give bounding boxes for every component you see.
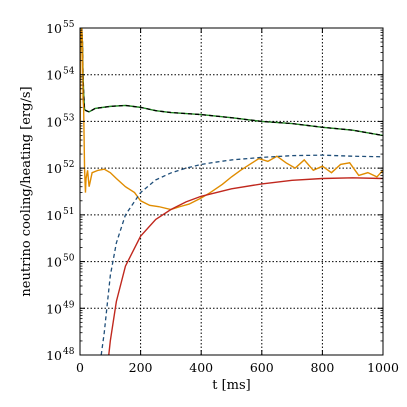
- x-axis-label: t [ms]: [212, 378, 251, 393]
- y-tick-label-base: 10: [46, 301, 62, 316]
- y-tick-label-base: 10: [46, 68, 62, 83]
- y-tick-label: 10 51: [46, 207, 74, 223]
- series-line-1: [80, 28, 383, 137]
- y-tick-label-base: 10: [46, 348, 62, 363]
- y-tick-label: 10 54: [46, 67, 75, 83]
- y-tick-label-base: 10: [46, 114, 62, 129]
- plot-frame: [79, 27, 384, 356]
- y-tick-label: 10 48: [46, 347, 75, 363]
- y-tick-label-exponent: 51: [63, 207, 74, 217]
- y-tick-label-exponent: 55: [63, 20, 75, 30]
- y-tick-label-exponent: 50: [63, 254, 75, 264]
- x-tick-label: 800: [310, 360, 334, 375]
- y-tick-label: 10 49: [46, 300, 75, 316]
- x-tick-label: 600: [250, 360, 274, 375]
- y-tick-label-exponent: 52: [63, 160, 74, 170]
- y-tick-label-exponent: 48: [63, 347, 75, 357]
- y-tick-label-base: 10: [46, 161, 62, 176]
- y-tick-label: 10 52: [46, 160, 74, 176]
- series-line-4: [108, 177, 383, 355]
- y-tick-label: 10 55: [46, 20, 75, 36]
- y-tick-label-base: 10: [46, 255, 62, 270]
- x-tick-label: 200: [129, 360, 153, 375]
- y-axis-label: neutrino cooling/heating [erg/s]: [19, 86, 34, 296]
- y-tick-label: 10 53: [46, 113, 75, 129]
- x-tick-label: 400: [189, 360, 213, 375]
- y-tick-label-base: 10: [46, 21, 62, 36]
- series-line-3: [100, 154, 383, 355]
- ticks: [79, 27, 384, 356]
- series-line-0: [80, 28, 383, 137]
- y-tick-label-exponent: 49: [63, 300, 75, 310]
- y-tick-label-exponent: 53: [63, 113, 75, 123]
- x-tick-label: 0: [76, 360, 84, 375]
- y-tick-label-exponent: 54: [63, 67, 75, 77]
- series-line-2: [80, 28, 383, 211]
- series-lines: [80, 28, 383, 355]
- x-tick-label: 1000: [367, 360, 399, 375]
- y-tick-label: 10 50: [46, 254, 75, 270]
- x-tick-labels: 0 200 400 600 800 1000: [76, 360, 399, 375]
- grid: [80, 28, 383, 355]
- y-tick-label-base: 10: [46, 208, 62, 223]
